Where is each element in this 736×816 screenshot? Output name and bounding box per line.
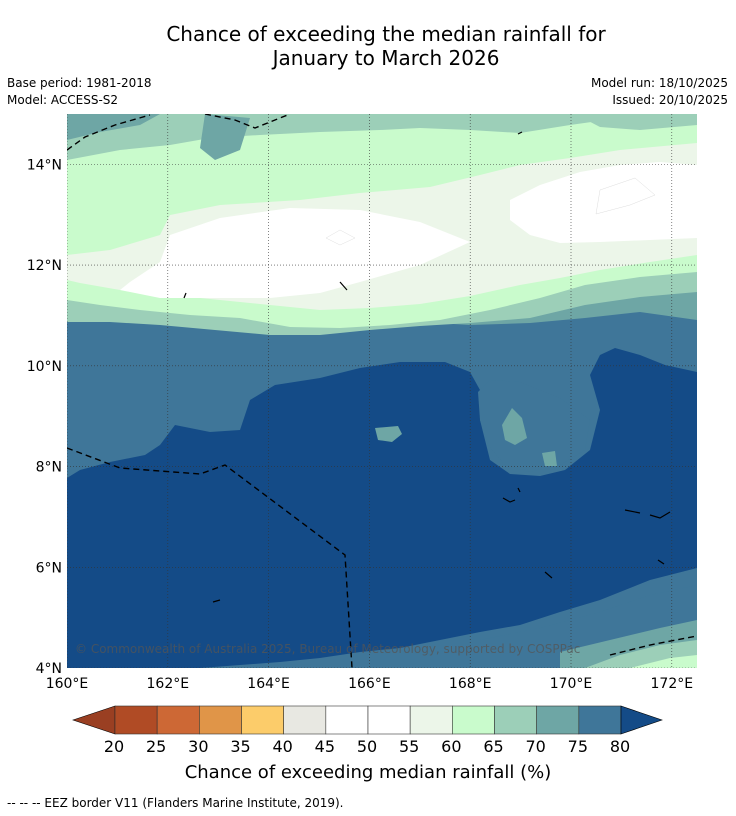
colorbar-under-arrow bbox=[72, 705, 116, 735]
lon-tick-label: 170°E bbox=[550, 676, 593, 692]
colorbar-cell bbox=[241, 705, 284, 735]
eez-border-southeast bbox=[609, 635, 697, 656]
copyright-notice: © Commonwealth of Australia 2025, Bureau… bbox=[75, 642, 580, 656]
colorbar-cells bbox=[114, 705, 622, 735]
map-title-line-2: January to March 2026 bbox=[272, 46, 500, 70]
colorbar-cell bbox=[409, 705, 453, 735]
gridlines bbox=[67, 114, 697, 668]
lon-tick-label: 162°E bbox=[147, 676, 190, 692]
band-70-75-north-patch bbox=[200, 114, 250, 160]
colorbar-cell bbox=[367, 705, 411, 735]
island-enewetak bbox=[339, 281, 348, 291]
lat-tick-label: 10°N bbox=[27, 359, 62, 375]
colorbar-cell bbox=[199, 705, 242, 735]
colorbar-cell bbox=[325, 705, 369, 735]
colorbar-tick-label: 30 bbox=[188, 737, 208, 756]
lon-tick-label: 164°E bbox=[247, 676, 290, 692]
issued-date: Issued: 20/10/2025 bbox=[612, 93, 728, 107]
colorbar: 20 25 30 35 40 45 50 55 60 65 70 75 80 Chance of exc… bbox=[72, 705, 663, 783]
colorbar-cell bbox=[283, 705, 327, 735]
colorbar-tick-label: 50 bbox=[357, 737, 377, 756]
colorbar-tick-label: 80 bbox=[610, 737, 630, 756]
colorbar-tick-label: 20 bbox=[104, 737, 124, 756]
colorbar-tick-label: 25 bbox=[146, 737, 166, 756]
band-70-75-northwest bbox=[67, 114, 160, 140]
contour-island-1 bbox=[325, 229, 356, 246]
island-kwajalein bbox=[502, 487, 521, 503]
band-60-65-south bbox=[630, 655, 697, 668]
eez-border-north-west bbox=[67, 114, 151, 151]
lat-tick-label: 6°N bbox=[36, 560, 62, 576]
lon-tick-label: 166°E bbox=[348, 676, 391, 692]
rainfall-map: © Commonwealth of Australia 2025, Bureau… bbox=[67, 114, 697, 668]
colorbar-cell bbox=[452, 705, 495, 735]
map-title-line-1: Chance of exceeding the median rainfall … bbox=[166, 22, 606, 46]
islands bbox=[183, 131, 671, 603]
colorbar-tick-label: 75 bbox=[568, 737, 588, 756]
colorbar-tick-label: 40 bbox=[272, 737, 292, 756]
band-70-75-spot-1 bbox=[375, 426, 402, 442]
band-70-75-spot-2 bbox=[542, 451, 557, 466]
colorbar-cell bbox=[578, 705, 622, 735]
lat-tick-label: 8°N bbox=[36, 460, 62, 476]
band-above-80 bbox=[67, 348, 697, 668]
colorbar-tick-label: 45 bbox=[315, 737, 335, 756]
colorbar-tick-label: 55 bbox=[399, 737, 419, 756]
colorbar-tick-label: 60 bbox=[441, 737, 461, 756]
band-45-55 bbox=[120, 208, 470, 298]
lat-tick-label: 14°N bbox=[27, 157, 62, 173]
contour-island-2 bbox=[595, 177, 656, 215]
colorbar-cell bbox=[114, 705, 158, 735]
latitude-labels: 14°N 12°N 10°N 8°N 6°N 4°N bbox=[27, 157, 62, 677]
colorbar-tick-label: 35 bbox=[230, 737, 250, 756]
colorbar-tick-label: 70 bbox=[525, 737, 545, 756]
colorbar-tick-label: 65 bbox=[483, 737, 503, 756]
colorbar-cell bbox=[536, 705, 580, 735]
band-70-75-northeast bbox=[575, 114, 697, 130]
longitude-labels: 160°E 162°E 164°E 166°E 168°E 170°E 172°E bbox=[46, 676, 693, 692]
colorbar-cell bbox=[156, 705, 200, 735]
base-period: Base period: 1981-2018 bbox=[7, 76, 152, 90]
island-ebon bbox=[544, 571, 553, 579]
colorbar-over-arrow bbox=[620, 705, 663, 735]
model-name: Model: ACCESS-S2 bbox=[7, 93, 119, 107]
band-75-80-lobe bbox=[478, 380, 590, 472]
island-majuro bbox=[624, 509, 671, 519]
eez-footnote: -- -- -- EEZ border V11 (Flanders Marine… bbox=[7, 796, 344, 810]
colorbar-cell bbox=[494, 705, 537, 735]
lat-tick-label: 12°N bbox=[27, 258, 62, 274]
lon-tick-label: 160°E bbox=[46, 676, 89, 692]
island-kosrae bbox=[212, 599, 221, 603]
band-70-75-lobe bbox=[502, 408, 527, 445]
colorbar-title: Chance of exceeding median rainfall (%) bbox=[185, 762, 552, 783]
eez-borders bbox=[67, 114, 697, 668]
eez-border-north bbox=[204, 114, 291, 129]
model-run: Model run: 18/10/2025 bbox=[590, 76, 728, 90]
lon-tick-label: 172°E bbox=[651, 676, 694, 692]
island-jaluit bbox=[657, 559, 665, 565]
colorbar-labels: 20 25 30 35 40 45 50 55 60 65 70 75 80 bbox=[104, 737, 630, 756]
eez-border-marshall bbox=[67, 447, 353, 668]
island-wake bbox=[517, 131, 523, 135]
lon-tick-label: 168°E bbox=[449, 676, 492, 692]
lat-tick-label: 4°N bbox=[36, 661, 62, 677]
island-ujelang bbox=[183, 292, 187, 299]
